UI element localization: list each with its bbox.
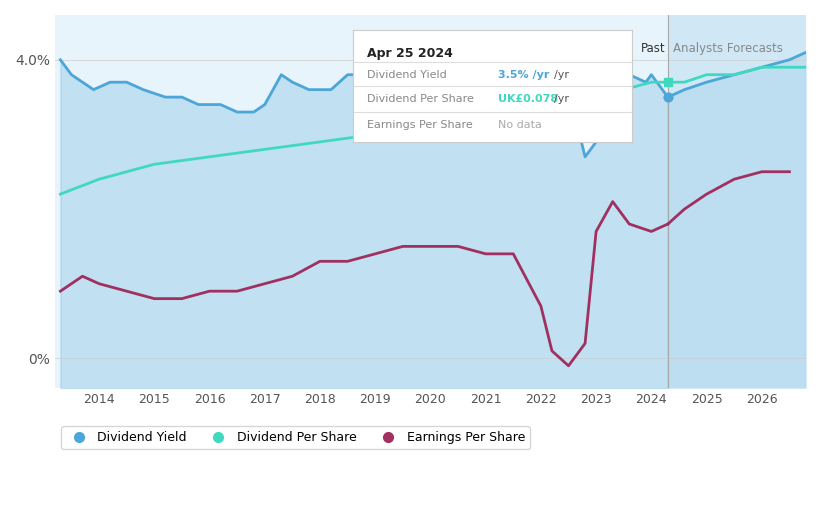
- Bar: [668, 15, 806, 388]
- Text: Apr 25 2024: Apr 25 2024: [367, 47, 453, 60]
- Text: /yr: /yr: [554, 94, 569, 104]
- Text: Dividend Per Share: Dividend Per Share: [367, 94, 474, 104]
- Text: Earnings Per Share: Earnings Per Share: [367, 120, 473, 130]
- Text: 3.5% /yr: 3.5% /yr: [498, 70, 549, 80]
- Text: No data: No data: [498, 120, 542, 130]
- Point: [662, 78, 675, 86]
- Text: UK£0.078: UK£0.078: [498, 94, 558, 104]
- Text: Analysts Forecasts: Analysts Forecasts: [673, 43, 783, 55]
- Text: Past: Past: [640, 43, 665, 55]
- Text: Dividend Yield: Dividend Yield: [367, 70, 447, 80]
- Point: [662, 93, 675, 101]
- Legend: Dividend Yield, Dividend Per Share, Earnings Per Share: Dividend Yield, Dividend Per Share, Earn…: [61, 426, 530, 449]
- Text: /yr: /yr: [554, 70, 569, 80]
